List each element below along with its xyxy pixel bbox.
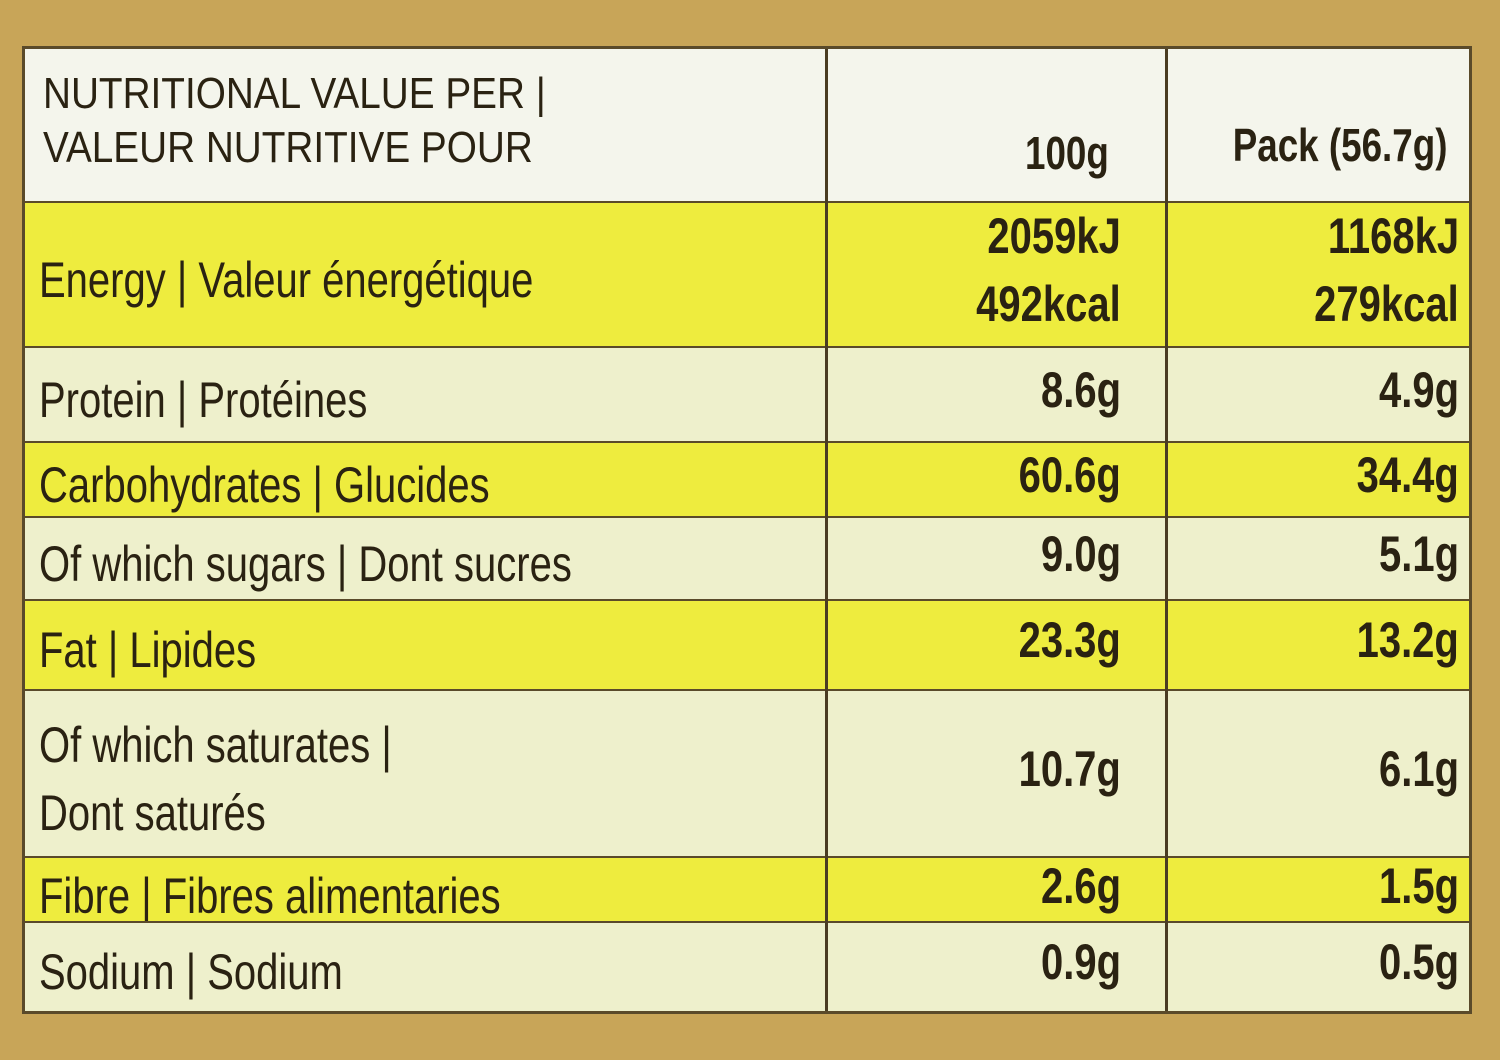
row-label: Energy | Valeur énergétique [39,251,534,308]
value-pack: 4.9g [1378,361,1459,418]
header-band [25,49,1469,201]
value-pack: 1.5g [1378,858,1459,914]
row-band [25,856,1469,921]
row-band [25,689,1469,856]
row-divider [25,516,1469,518]
row-band [25,346,1469,441]
row-label: Protein | Protéines [39,371,368,428]
value-pack: 6.1g [1378,740,1459,797]
value-100g: 60.6g [1018,446,1121,503]
value-pack: 34.4g [1356,446,1459,503]
row-band [25,516,1469,599]
value-100g: 0.9g [1040,934,1121,990]
header-label: NUTRITIONAL VALUE PER | [43,69,546,118]
value-100g: 2059kJ [987,207,1121,264]
value-pack: 279kcal [1314,275,1459,332]
value-100g: 8.6g [1040,361,1121,418]
column-divider [825,49,828,1011]
column-header: Pack (56.7g) [1232,119,1447,171]
row-band [25,441,1469,516]
value-100g: 23.3g [1018,612,1121,668]
row-label: Of which sugars | Dont sucres [39,535,572,592]
value-pack: 5.1g [1378,525,1459,582]
row-band [25,201,1469,346]
row-divider [25,441,1469,443]
row-divider [25,201,1469,203]
row-divider [25,921,1469,923]
row-divider [25,346,1469,348]
column-divider [1165,49,1168,1011]
row-label: Dont saturés [39,784,266,841]
value-pack: 1168kJ [1327,207,1459,264]
value-pack: 0.5g [1378,934,1459,990]
row-divider [25,856,1469,858]
value-100g: 2.6g [1040,858,1121,914]
row-band [25,921,1469,1011]
row-label: Of which saturates | [39,716,392,773]
nutrition-table: NUTRITIONAL VALUE PER | VALEUR NUTRITIVE… [22,46,1472,1014]
row-band [25,599,1469,689]
row-label: Carbohydrates | Glucides [39,456,490,513]
value-100g: 10.7g [1018,740,1121,797]
row-label: Sodium | Sodium [39,944,343,1000]
header-label: VALEUR NUTRITIVE POUR [43,123,533,172]
row-label: Fibre | Fibres alimentaries [39,868,501,924]
row-divider [25,689,1469,691]
column-header: 100g [1025,127,1109,179]
value-100g: 9.0g [1040,525,1121,582]
row-label: Fat | Lipides [39,622,257,678]
value-pack: 13.2g [1356,612,1459,668]
value-100g: 492kcal [976,275,1121,332]
row-divider [25,599,1469,601]
